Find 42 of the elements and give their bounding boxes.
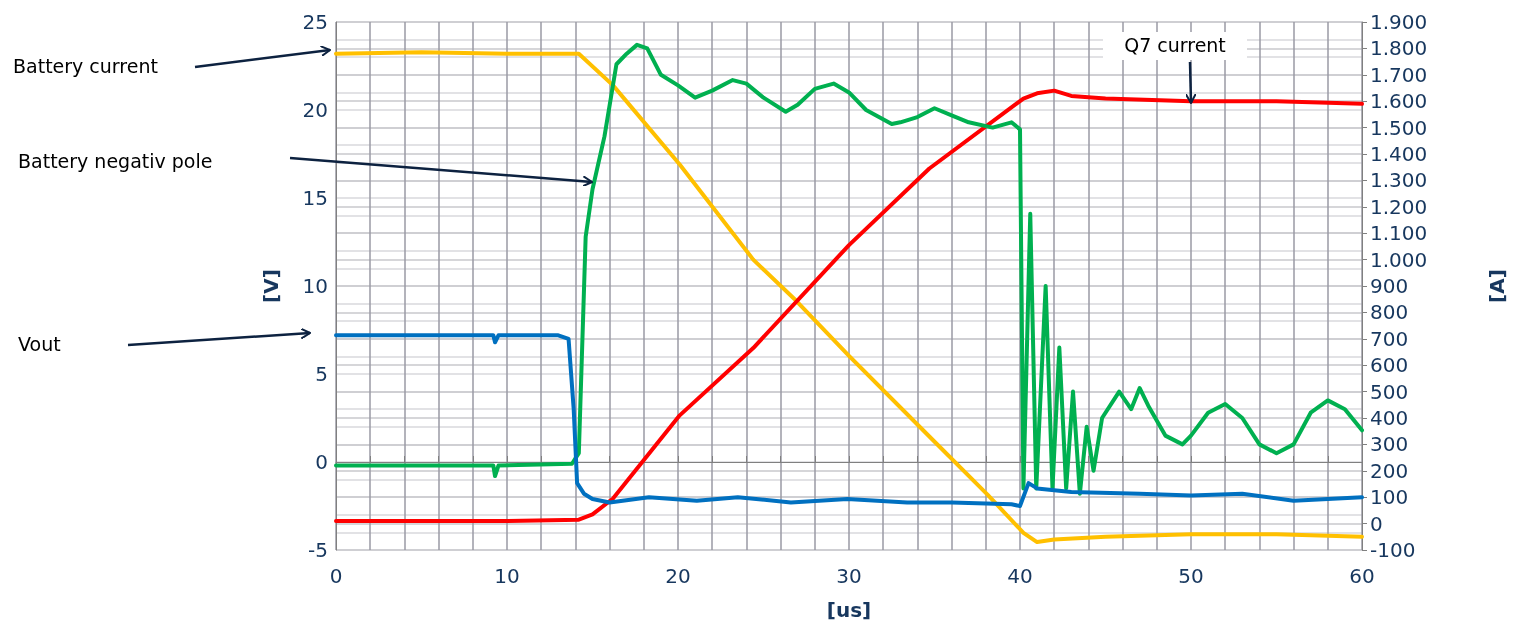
y-tick-label: 10 [302, 274, 328, 298]
y-tick-label: 5 [315, 362, 328, 386]
x-tick-label: 60 [1349, 564, 1375, 588]
y-tick-label: 15 [302, 186, 328, 210]
y2-tick-label: 800 [1370, 300, 1409, 325]
y2-tick-label: 200 [1370, 458, 1409, 483]
y2-tick-label: 500 [1370, 379, 1409, 404]
y2-tick-label: -100 [1370, 538, 1416, 562]
text: Vout [18, 332, 61, 355]
text: Battery current [13, 54, 158, 77]
y2-tick-label: 700 [1370, 326, 1409, 351]
y2-tick-label: 300 [1370, 432, 1409, 457]
y-tick-label: 0 [315, 450, 328, 474]
y2-tick-label: 600 [1370, 353, 1409, 378]
y2-tick-label: 1.200 [1370, 194, 1428, 219]
y-tick-label: 25 [302, 10, 328, 34]
y-tick-label: 20 [302, 98, 328, 122]
text: Battery negativ pole [18, 149, 213, 172]
y2-tick-label: 400 [1370, 406, 1409, 430]
y2-tick-label: 1.300 [1370, 168, 1428, 193]
y2-tick-label: 1.700 [1370, 62, 1428, 87]
y2-tick-label: 1.500 [1370, 115, 1428, 140]
y2-tick-label: 0 [1370, 511, 1383, 536]
x-tick-label: 50 [1178, 564, 1204, 588]
y2-tick-label: 1.100 [1370, 221, 1428, 246]
y-axis-title: [V] [259, 269, 283, 303]
x-axis-title: [us] [826, 598, 872, 622]
y2-tick-label: 900 [1370, 274, 1409, 298]
y2-tick-label: 1.900 [1370, 10, 1428, 34]
y-tick-label: -5 [308, 538, 328, 562]
y2-axis-title: [A] [1485, 269, 1509, 303]
x-tick-label: 30 [836, 564, 862, 588]
y2-tick-label: 1.600 [1370, 89, 1428, 114]
x-tick-label: 20 [665, 564, 691, 588]
y2-tick-label: 100 [1370, 485, 1409, 510]
annotation: Q7 current [1124, 33, 1226, 56]
y2-tick-label: 1.000 [1370, 247, 1428, 272]
x-tick-label: 10 [494, 564, 520, 588]
y2-tick-label: 1.400 [1370, 142, 1428, 166]
y2-tick-label: 1.800 [1370, 36, 1428, 61]
x-tick-label: 40 [1007, 564, 1033, 588]
line-series [334, 333, 1364, 508]
